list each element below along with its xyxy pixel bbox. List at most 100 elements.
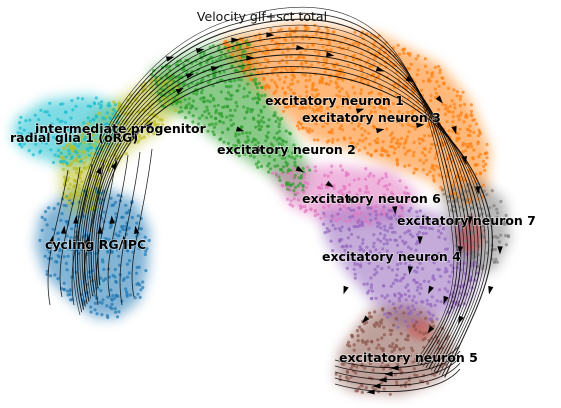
cell-point: [226, 141, 231, 145]
velocity-arrowhead: [121, 235, 128, 244]
cell-point: [49, 274, 53, 278]
cell-point: [291, 166, 296, 170]
cell-point: [264, 134, 269, 138]
cell-point: [382, 284, 386, 288]
velocity-streamline: [334, 350, 461, 374]
cell-point: [346, 102, 350, 106]
cell-point: [190, 104, 194, 108]
cell-point: [364, 177, 368, 181]
cell-point: [263, 87, 267, 91]
cell-point: [43, 136, 47, 140]
cell-point: [147, 238, 151, 243]
cell-point: [187, 102, 191, 106]
cell-point: [401, 47, 405, 52]
cell-point: [226, 127, 230, 131]
cell-point: [422, 161, 426, 165]
cell-point: [126, 243, 130, 247]
cell-point: [101, 298, 105, 302]
cell-point: [314, 122, 318, 126]
cell-point: [428, 226, 432, 230]
cell-point: [344, 375, 349, 380]
cell-point: [308, 168, 312, 172]
cell-point: [314, 116, 318, 120]
cell-point: [313, 23, 317, 27]
cell-point: [485, 151, 489, 155]
cell-point: [121, 224, 125, 229]
cell-point: [429, 146, 433, 151]
cell-point: [458, 97, 462, 101]
velocity-arrowhead: [392, 206, 398, 215]
cell-point: [19, 132, 23, 136]
cell-point: [257, 127, 261, 132]
cell-point: [88, 119, 92, 123]
cell-point: [411, 318, 415, 323]
velocity-arrowhead: [375, 66, 385, 72]
cell-point: [380, 294, 384, 298]
cell-point: [126, 249, 130, 253]
cell-point: [77, 154, 81, 159]
cell-point: [160, 118, 164, 122]
cell-point: [340, 245, 344, 249]
cell-point: [441, 227, 446, 231]
cell-point: [59, 242, 63, 246]
cell-point: [310, 129, 314, 133]
cell-point: [196, 122, 200, 126]
cell-point: [380, 267, 384, 271]
cell-point: [425, 218, 430, 222]
cell-point: [406, 110, 410, 115]
cell-point: [400, 206, 404, 210]
cell-point: [275, 67, 279, 71]
velocity-arrowhead: [343, 285, 349, 295]
velocity-arrowhead: [427, 325, 435, 334]
cell-point: [224, 43, 228, 47]
cell-point: [320, 75, 324, 80]
cell-point: [211, 130, 215, 134]
cell-point: [74, 138, 79, 142]
cell-point: [426, 302, 430, 306]
cell-point: [95, 312, 99, 316]
cell-point: [414, 281, 418, 285]
cell-point: [60, 159, 64, 164]
cell-point: [392, 348, 396, 352]
cell-point: [422, 214, 426, 218]
cell-point: [68, 182, 72, 186]
cell-point: [179, 105, 183, 109]
cell-point: [290, 155, 294, 159]
cell-point: [468, 124, 472, 128]
cell-point: [86, 116, 90, 120]
cell-point: [298, 204, 302, 208]
cell-point: [230, 53, 234, 57]
cell-point: [25, 138, 29, 142]
cell-point: [268, 154, 272, 158]
cell-point: [82, 161, 86, 165]
cell-point: [132, 141, 136, 145]
cell-point: [470, 206, 474, 210]
cell-point: [75, 193, 79, 197]
cell-point: [464, 149, 468, 153]
cell-point: [45, 223, 49, 227]
cell-point: [379, 346, 383, 350]
cell-point: [62, 287, 66, 292]
cell-point: [105, 314, 109, 318]
cell-point: [413, 120, 417, 124]
cell-point: [352, 343, 356, 347]
cell-point: [68, 289, 72, 293]
cell-point: [382, 387, 386, 391]
velocity-arrowhead: [96, 166, 102, 175]
cell-point: [399, 250, 403, 254]
cell-point: [404, 285, 408, 289]
cell-point: [259, 119, 263, 123]
velocity-streamline: [107, 154, 129, 298]
cell-point: [304, 79, 308, 83]
velocity-arrowhead: [326, 51, 335, 58]
cell-point: [124, 203, 128, 207]
cell-point: [56, 277, 60, 281]
cell-point: [156, 123, 160, 127]
cell-point: [56, 154, 61, 158]
cell-point: [346, 96, 350, 100]
cell-point: [355, 329, 359, 333]
cell-point: [127, 259, 132, 263]
cell-point: [93, 293, 97, 297]
cell-point: [130, 215, 134, 220]
cell-point: [316, 212, 320, 216]
